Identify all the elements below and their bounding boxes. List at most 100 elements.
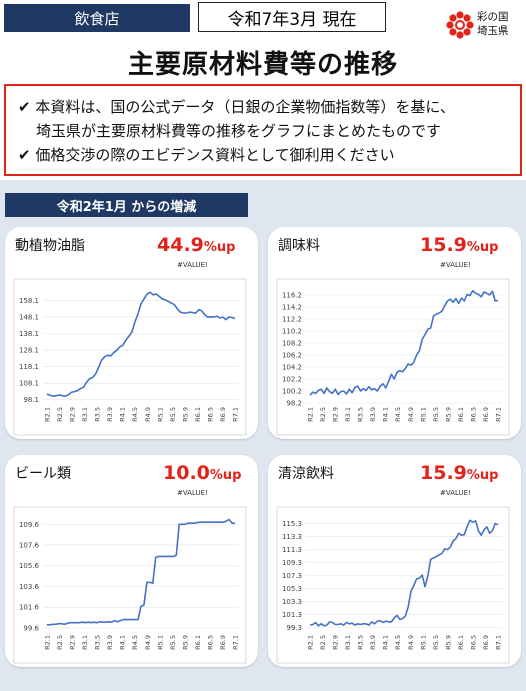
card-value-text: #VALUE!: [440, 489, 471, 497]
card-value-text: #VALUE!: [177, 261, 208, 269]
line-chart: 99.6 101.6 103.6 105.6 107.6 109.6 R2.1 R2.5 R2.…: [13, 506, 247, 664]
y-tick-label: 118.1: [19, 363, 39, 371]
card-increase: 15.9%up: [420, 462, 498, 484]
plot-frame: [276, 278, 510, 436]
y-tick-label: 99.3: [286, 624, 302, 632]
y-tick-label: 108.2: [282, 340, 302, 348]
logo-text-line2: 埼玉県: [477, 25, 509, 37]
x-tick-label: R6.1: [194, 407, 202, 422]
card-name: 清涼飲料: [278, 466, 334, 482]
x-tick-label: R7.1: [495, 407, 503, 422]
x-tick-label: R4.9: [407, 407, 415, 422]
x-tick-label: R5.1: [419, 635, 427, 650]
x-tick-label: R6.1: [457, 407, 465, 422]
y-tick-label: 128.1: [19, 347, 39, 355]
line-chart: 98.2 100.2 102.2 104.2 106.2 108.2 110.2 112.2 1…: [276, 278, 510, 436]
x-tick-label: R5.5: [169, 635, 177, 650]
card-increase-value: 10.0: [163, 462, 210, 484]
x-tick-label: R7.1: [495, 635, 503, 650]
series-line: [309, 290, 499, 396]
x-tick-label: R5.1: [419, 407, 427, 422]
x-tick-label: R3.1: [344, 407, 352, 422]
x-tick-label: R3.9: [369, 407, 377, 422]
y-tick-label: 107.3: [282, 572, 302, 580]
x-tick-label: R4.1: [382, 635, 390, 650]
y-tick-label: 105.6: [19, 562, 40, 570]
since-label: 令和2年1月 からの増減: [5, 193, 248, 217]
y-tick-label: 101.3: [282, 611, 302, 619]
plot-frame: [13, 278, 247, 436]
y-tick-label: 112.2: [282, 316, 302, 324]
x-tick-label: R5.5: [169, 407, 177, 422]
x-tick-label: R7.1: [232, 407, 240, 422]
chart-card-oils: 動植物油脂 44.9%up #VALUE! 98.1 108.1 118.1 128.…: [5, 227, 258, 439]
y-tick-label: 110.2: [282, 328, 302, 336]
x-tick-label: R5.9: [181, 635, 189, 650]
card-increase-unit: %up: [466, 240, 499, 255]
line-chart: 98.1 108.1 118.1 128.1 138.1 148.1 158.1 R2.1 R2…: [13, 278, 247, 436]
y-tick-label: 103.6: [19, 583, 40, 591]
card-value-text: #VALUE!: [177, 489, 208, 497]
x-tick-label: R6.9: [219, 635, 227, 650]
card-increase-unit: %up: [203, 240, 236, 255]
x-tick-label: R5.1: [156, 635, 164, 650]
y-tick-label: 113.3: [282, 533, 302, 541]
x-tick-label: R4.5: [131, 635, 139, 650]
x-tick-label: R3.9: [369, 635, 377, 650]
x-tick-label: R2.1: [307, 635, 315, 650]
x-tick-label: R6.5: [469, 407, 477, 422]
chart-card-soft-drinks: 清涼飲料 15.9%up #VALUE! 99.3 101.3 103.3 105.3…: [268, 455, 521, 667]
x-tick-label: R6.9: [482, 407, 490, 422]
plot-frame: [13, 506, 247, 664]
y-tick-label: 106.2: [282, 352, 302, 360]
x-tick-label: R3.5: [357, 407, 365, 422]
logo-text-line1: 彩の国: [477, 11, 509, 23]
y-tick-label: 100.2: [282, 388, 302, 396]
x-tick-label: R4.9: [144, 635, 152, 650]
card-name: 動植物油脂: [15, 238, 85, 254]
x-tick-label: R6.1: [457, 635, 465, 650]
x-tick-label: R2.9: [332, 635, 340, 650]
y-tick-label: 116.2: [282, 292, 302, 300]
notice-box: ✔ 本資料は、国の公式データ（日銀の企業物価指数等）を基に、 埼玉県が主要原材料…: [4, 84, 522, 176]
y-tick-label: 98.1: [23, 396, 39, 404]
series-line: [46, 291, 236, 397]
y-tick-label: 115.3: [282, 520, 302, 528]
y-tick-label: 101.6: [19, 604, 40, 612]
y-tick-label: 103.3: [282, 598, 302, 606]
x-tick-label: R6.5: [206, 635, 214, 650]
card-increase-unit: %up: [209, 468, 242, 483]
y-tick-label: 158.1: [19, 297, 39, 305]
chart-card-beer: ビール類 10.0%up #VALUE! 99.6 101.6 103.6 105.6…: [5, 455, 258, 667]
y-tick-label: 114.2: [282, 304, 302, 312]
line-chart: 99.3 101.3 103.3 105.3 107.3 109.3 111.3 113.3 1…: [276, 506, 510, 664]
x-tick-label: R5.5: [432, 635, 440, 650]
y-tick-label: 99.6: [23, 624, 39, 632]
x-tick-label: R5.9: [444, 407, 452, 422]
x-tick-label: R3.1: [81, 635, 89, 650]
logo-mark-icon: [446, 11, 474, 39]
x-tick-label: R6.9: [482, 635, 490, 650]
x-tick-label: R2.5: [319, 407, 327, 422]
card-increase-value: 15.9: [420, 234, 467, 256]
series-line: [47, 518, 235, 626]
x-tick-label: R6.1: [194, 635, 202, 650]
notice-line-3: ✔ 価格交渉の際のエビデンス資料として御利用ください: [18, 146, 395, 164]
x-tick-label: R4.5: [394, 407, 402, 422]
x-tick-label: R4.9: [144, 407, 152, 422]
y-tick-label: 111.3: [282, 546, 302, 554]
x-tick-label: R6.9: [219, 407, 227, 422]
x-tick-label: R2.1: [307, 407, 315, 422]
x-tick-label: R2.9: [332, 407, 340, 422]
y-tick-label: 104.2: [282, 364, 302, 372]
y-tick-label: 105.3: [282, 585, 302, 593]
card-increase-value: 15.9: [420, 462, 467, 484]
x-tick-label: R3.5: [94, 635, 102, 650]
x-tick-label: R2.9: [69, 635, 77, 650]
x-tick-label: R2.5: [56, 407, 64, 422]
x-tick-label: R2.9: [69, 407, 77, 422]
x-tick-label: R4.1: [382, 407, 390, 422]
x-tick-label: R3.9: [106, 635, 114, 650]
card-increase: 15.9%up: [420, 234, 498, 256]
x-tick-label: R2.5: [319, 635, 327, 650]
